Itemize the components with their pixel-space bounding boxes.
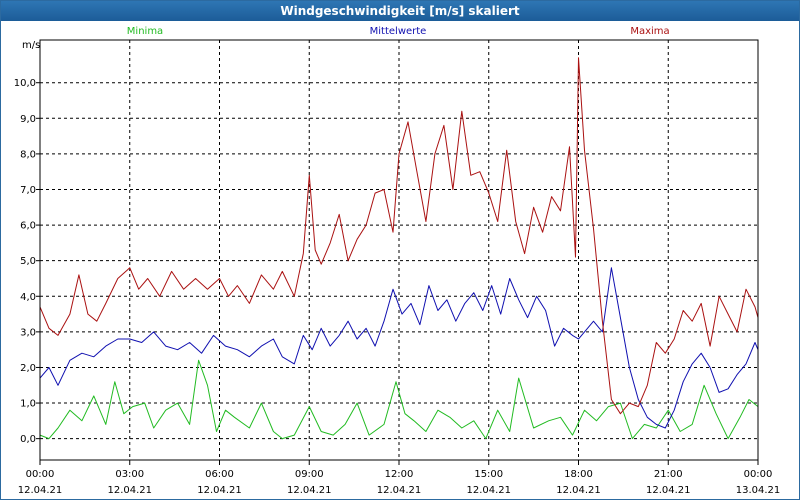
x-tick-time-label: 21:00 [654,469,683,480]
x-tick-time-label: 09:00 [295,469,324,480]
series-maxima-line [39,57,759,415]
series-minima-line [39,359,759,440]
x-tick-time-label: 06:00 [205,469,234,480]
legend-mittelwerte: Mittelwerte [370,26,427,37]
x-tick-date-label: 12.04.21 [197,485,242,496]
x-tick-time-label: 18:00 [564,469,593,480]
x-tick-time-label: 00:00 [26,469,55,480]
axes: 0,0 1,0 2,0 3,0 4,0 5,0 6,0 7,0 8,0 9,0 10,0 00:00 1… [14,39,781,496]
y-tick-label: 3,0 [20,327,36,338]
y-tick-label: 4,0 [20,292,36,303]
grid [40,40,758,460]
x-tick-date-label: 12.04.21 [646,485,691,496]
y-tick-label: 5,0 [20,256,36,267]
y-tick-label: 8,0 [20,149,36,160]
x-tick-time-label: 00:00 [744,469,773,480]
y-tick-label: 2,0 [20,363,36,374]
series-lines [39,57,759,440]
y-axis-unit: m/s [22,40,40,51]
x-tick-date-label: 13.04.21 [736,485,781,496]
legend-minima: Minima [127,26,163,37]
y-tick-label: 7,0 [20,185,36,196]
y-tick-label: 0,0 [20,434,36,445]
x-tick-date-label: 12.04.21 [287,485,332,496]
x-tick-date-label: 12.04.21 [466,485,511,496]
x-tick-time-label: 12:00 [385,469,414,480]
x-tick-time-label: 03:00 [115,469,144,480]
series-mittelwerte-line [39,267,759,429]
y-tick-label: 9,0 [20,114,36,125]
x-tick-date-label: 12.04.21 [107,485,152,496]
y-tick-label: 10,0 [14,78,36,89]
x-tick-time-label: 15:00 [474,469,503,480]
x-tick-date-label: 12.04.21 [377,485,422,496]
legend-maxima: Maxima [630,26,669,37]
y-tick-label: 6,0 [20,221,36,232]
x-tick-date-label: 12.04.21 [18,485,63,496]
y-tick-label: 1,0 [20,399,36,410]
x-tick-date-label: 12.04.21 [556,485,601,496]
window-title: Windgeschwindigkeit [m/s] skaliert [1,1,799,21]
